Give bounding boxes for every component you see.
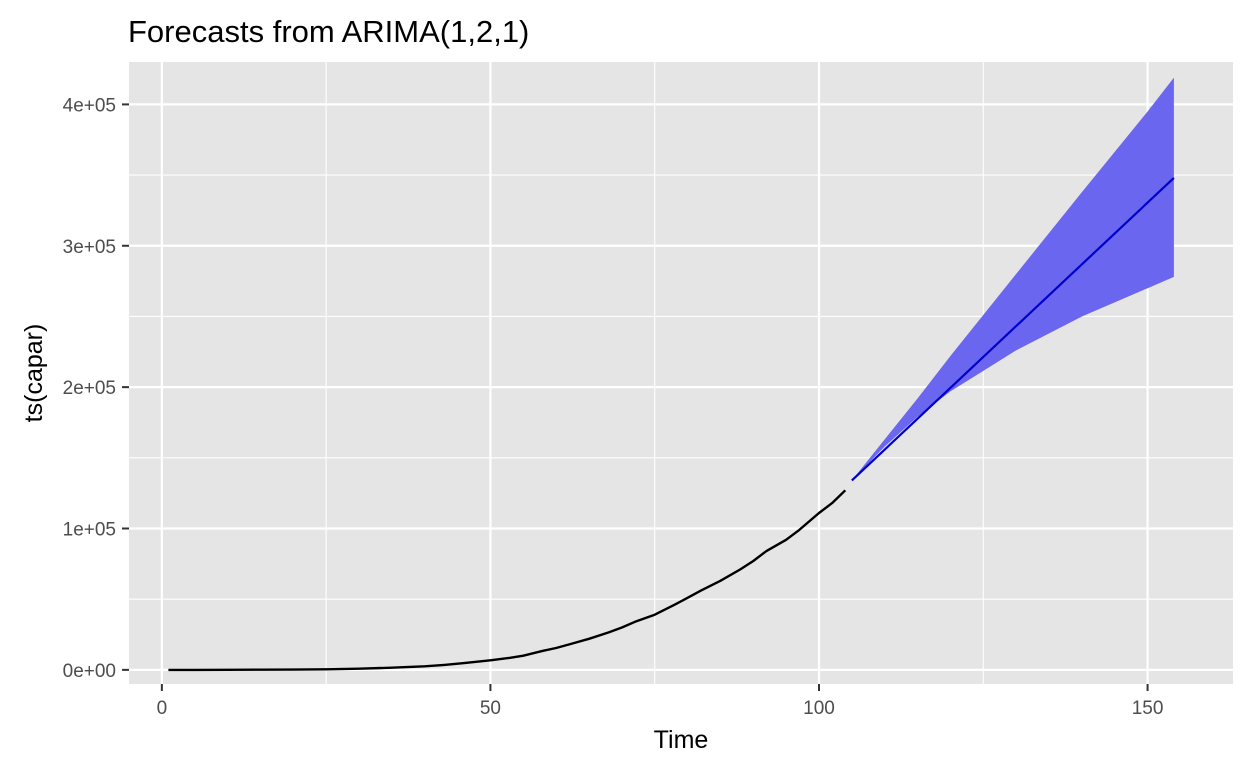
x-tick-label: 50 xyxy=(480,698,501,719)
y-tick-label: 3e+05 xyxy=(63,237,116,258)
x-tick-label: 100 xyxy=(803,698,835,719)
forecast-mean-line xyxy=(851,177,1175,482)
x-tick-label: 150 xyxy=(1132,698,1164,719)
x-tick-label: 0 xyxy=(157,698,168,719)
chart-title: Forecasts from ARIMA(1,2,1) xyxy=(128,14,529,49)
forecast-interval-band xyxy=(851,77,1174,481)
x-axis: 0 50 100 150 xyxy=(157,684,1164,719)
y-axis: 0e+00 1e+05 2e+05 3e+05 4e+05 xyxy=(63,95,129,682)
y-tick-label: 4e+05 xyxy=(63,95,116,116)
x-axis-title: Time xyxy=(654,726,709,754)
plot-panel xyxy=(129,62,1233,684)
y-axis-title: ts(capar) xyxy=(20,324,48,423)
y-tick-label: 0e+00 xyxy=(63,661,116,682)
minor-gridlines xyxy=(129,62,1233,684)
y-tick-label: 1e+05 xyxy=(63,520,116,541)
y-tick-label: 2e+05 xyxy=(63,378,116,399)
observed-series-line xyxy=(168,489,847,672)
